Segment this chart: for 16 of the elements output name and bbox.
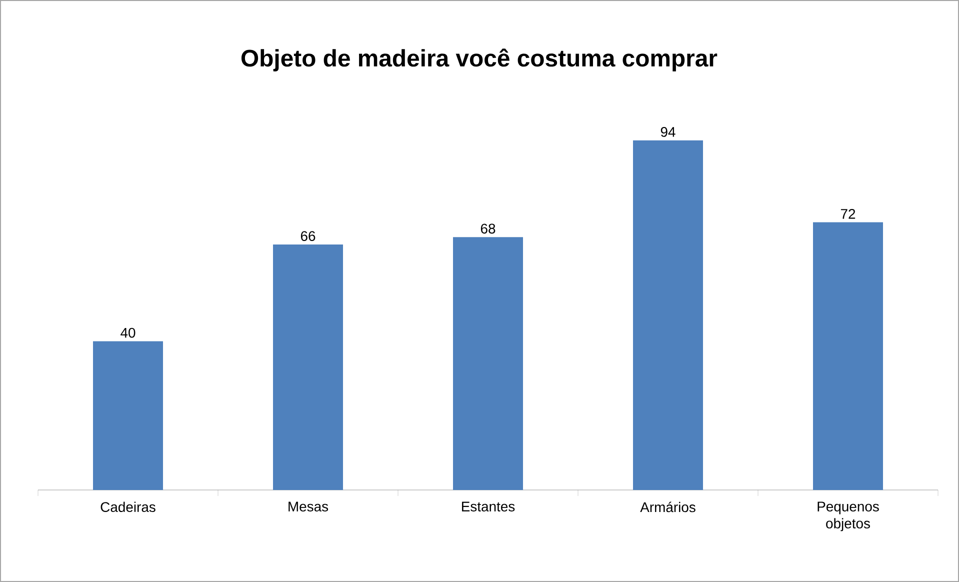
bar bbox=[273, 244, 344, 490]
data-label: 94 bbox=[660, 127, 676, 137]
bar bbox=[633, 140, 704, 490]
x-tick-label: Estantes bbox=[462, 502, 515, 512]
data-label: 72 bbox=[840, 208, 856, 219]
chart-title: Objeto de madeira você costuma comprar bbox=[241, 48, 718, 72]
bar bbox=[453, 237, 524, 490]
x-tick-label: Cadeiras bbox=[100, 502, 156, 512]
x-tick-label: Pequenos objetos bbox=[818, 502, 879, 532]
data-label: 66 bbox=[300, 231, 316, 242]
bar bbox=[813, 222, 884, 490]
data-label: 68 bbox=[480, 224, 496, 234]
x-tick-label: Armários bbox=[640, 502, 696, 512]
x-tick-label: Mesas bbox=[288, 502, 328, 512]
data-label: 40 bbox=[120, 328, 136, 338]
bar bbox=[93, 341, 164, 490]
